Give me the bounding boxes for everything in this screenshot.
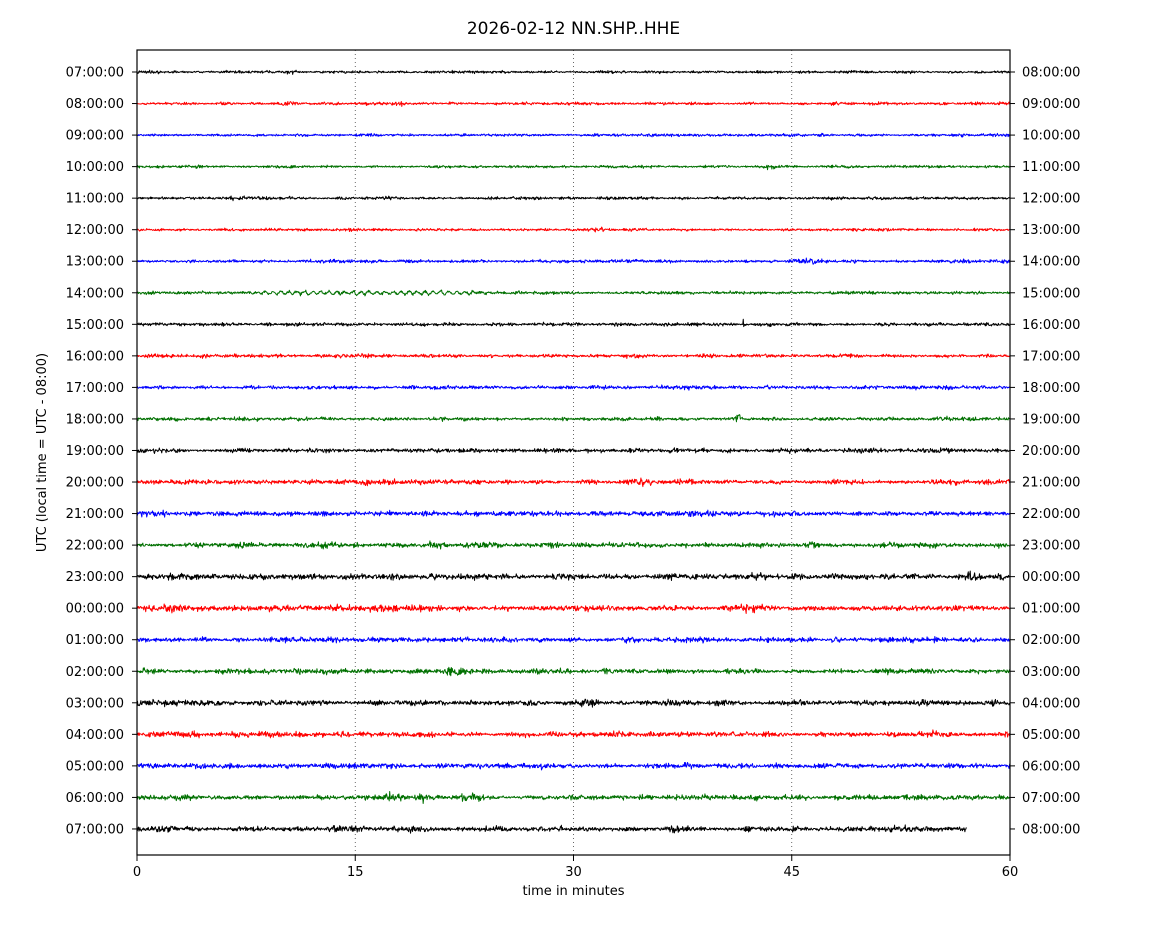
trace-row-070000 — [136, 824, 967, 834]
left-time-label: 09:00:00 — [66, 129, 124, 144]
right-time-label: 14:00:00 — [1022, 255, 1080, 270]
right-time-label: 00:00:00 — [1022, 570, 1080, 585]
left-time-label: 18:00:00 — [66, 412, 124, 427]
trace-row-190000 — [136, 447, 1011, 455]
left-time-label: 15:00:00 — [66, 318, 124, 333]
right-time-label: 23:00:00 — [1022, 539, 1080, 554]
trace-row-120000 — [136, 226, 1011, 233]
trace-row-100000 — [136, 164, 1011, 171]
right-time-label: 11:00:00 — [1022, 160, 1080, 175]
left-time-label: 21:00:00 — [66, 507, 124, 522]
left-time-label: 11:00:00 — [66, 192, 124, 207]
left-time-label: 07:00:00 — [66, 822, 124, 837]
x-tick-label: 60 — [1002, 865, 1019, 880]
plot-frame — [136, 49, 1011, 856]
trace-row-150000 — [136, 318, 1011, 328]
left-time-label: 14:00:00 — [66, 286, 124, 301]
right-time-label: 07:00:00 — [1022, 791, 1080, 806]
left-time-label: 19:00:00 — [66, 444, 124, 459]
trace-row-070000 — [136, 69, 1011, 75]
trace-row-230000 — [136, 570, 1011, 581]
right-time-label: 12:00:00 — [1022, 192, 1080, 207]
trace-row-140000 — [136, 289, 1011, 297]
right-time-label: 06:00:00 — [1022, 759, 1080, 774]
left-time-label: 04:00:00 — [66, 728, 124, 743]
trace-row-200000 — [136, 477, 1011, 488]
right-time-label: 19:00:00 — [1022, 412, 1080, 427]
right-time-label: 03:00:00 — [1022, 665, 1080, 680]
right-time-label: 18:00:00 — [1022, 381, 1080, 396]
right-time-label: 02:00:00 — [1022, 633, 1080, 648]
left-time-label: 20:00:00 — [66, 476, 124, 491]
trace-row-080000 — [136, 101, 1011, 107]
trace-row-050000 — [136, 761, 1011, 771]
right-time-label: 17:00:00 — [1022, 349, 1080, 364]
left-time-label: 02:00:00 — [66, 665, 124, 680]
trace-row-060000 — [136, 790, 1011, 804]
left-time-label: 00:00:00 — [66, 602, 124, 617]
trace-row-010000 — [136, 635, 1011, 644]
x-tick-label: 30 — [565, 865, 582, 880]
right-time-label: 20:00:00 — [1022, 444, 1080, 459]
left-time-label: 07:00:00 — [66, 66, 124, 81]
left-time-label: 17:00:00 — [66, 381, 124, 396]
left-time-label: 16:00:00 — [66, 349, 124, 364]
left-time-label: 12:00:00 — [66, 223, 124, 238]
trace-row-180000 — [136, 414, 1011, 423]
plot-title: 2026-02-12 NN.SHP..HHE — [467, 19, 680, 39]
left-time-label: 22:00:00 — [66, 539, 124, 554]
axis-ticks — [132, 71, 1015, 861]
trace-row-110000 — [136, 195, 1011, 202]
left-time-label: 06:00:00 — [66, 791, 124, 806]
right-time-label: 09:00:00 — [1022, 97, 1080, 112]
y-axis-label: UTC (local time = UTC - 08:00) — [35, 353, 50, 552]
trace-row-030000 — [136, 698, 1011, 708]
right-time-label: 15:00:00 — [1022, 286, 1080, 301]
right-time-label: 04:00:00 — [1022, 696, 1080, 711]
right-time-label: 22:00:00 — [1022, 507, 1080, 522]
left-time-label: 23:00:00 — [66, 570, 124, 585]
right-time-label: 10:00:00 — [1022, 129, 1080, 144]
trace-row-000000 — [136, 603, 1011, 614]
x-axis-label: time in minutes — [522, 884, 624, 899]
left-time-label: 08:00:00 — [66, 97, 124, 112]
x-tick-label: 0 — [133, 865, 141, 880]
trace-row-220000 — [136, 540, 1011, 550]
x-tick-label: 45 — [783, 865, 800, 880]
left-time-label: 05:00:00 — [66, 759, 124, 774]
right-time-label: 01:00:00 — [1022, 602, 1080, 617]
left-time-label: 13:00:00 — [66, 255, 124, 270]
tick-labels: 0 15 30 45 60 07:00:00 08:00:00 08:00:00 09:00:0… — [66, 66, 1081, 881]
right-time-label: 08:00:00 — [1022, 66, 1080, 81]
right-time-label: 16:00:00 — [1022, 318, 1080, 333]
trace-row-040000 — [136, 729, 1011, 739]
right-time-label: 13:00:00 — [1022, 223, 1080, 238]
x-tick-label: 15 — [347, 865, 364, 880]
trace-lines — [136, 69, 1011, 834]
trace-row-090000 — [136, 132, 1011, 138]
trace-row-020000 — [136, 666, 1011, 677]
left-time-label: 03:00:00 — [66, 696, 124, 711]
right-time-label: 21:00:00 — [1022, 476, 1080, 491]
trace-row-160000 — [136, 352, 1011, 359]
trace-row-210000 — [136, 509, 1011, 518]
left-time-label: 10:00:00 — [66, 160, 124, 175]
left-time-label: 01:00:00 — [66, 633, 124, 648]
right-time-label: 08:00:00 — [1022, 822, 1080, 837]
right-time-label: 05:00:00 — [1022, 728, 1080, 743]
trace-row-170000 — [136, 384, 1011, 391]
trace-row-130000 — [136, 257, 1011, 265]
